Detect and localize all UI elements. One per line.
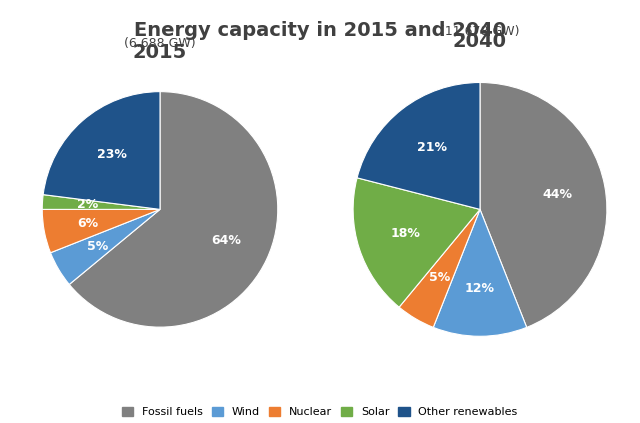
Wedge shape: [43, 92, 160, 209]
Text: 64%: 64%: [211, 234, 241, 247]
Wedge shape: [51, 209, 160, 284]
Wedge shape: [433, 209, 527, 336]
Text: 23%: 23%: [97, 148, 127, 161]
Text: 21%: 21%: [417, 141, 447, 154]
Text: 12%: 12%: [465, 282, 495, 294]
Wedge shape: [353, 178, 480, 307]
Wedge shape: [357, 82, 480, 209]
Title: 2040: 2040: [453, 32, 507, 51]
Wedge shape: [399, 209, 480, 327]
Text: 6%: 6%: [77, 217, 99, 230]
Text: Energy capacity in 2015 and 2040: Energy capacity in 2015 and 2040: [134, 21, 506, 40]
Title: 2015: 2015: [133, 43, 187, 62]
Wedge shape: [42, 195, 160, 209]
Text: 18%: 18%: [390, 227, 420, 240]
Text: 2%: 2%: [77, 198, 98, 212]
Text: 44%: 44%: [542, 188, 572, 201]
Text: 5%: 5%: [429, 271, 451, 283]
Text: (6.688 GW): (6.688 GW): [124, 37, 196, 50]
Wedge shape: [480, 82, 607, 327]
Wedge shape: [69, 92, 278, 327]
Text: 5%: 5%: [86, 240, 108, 253]
Wedge shape: [42, 209, 160, 253]
Legend: Fossil fuels, Wind, Nuclear, Solar, Other renewables: Fossil fuels, Wind, Nuclear, Solar, Othe…: [122, 407, 518, 418]
Text: (11.678 GW): (11.678 GW): [440, 25, 520, 38]
